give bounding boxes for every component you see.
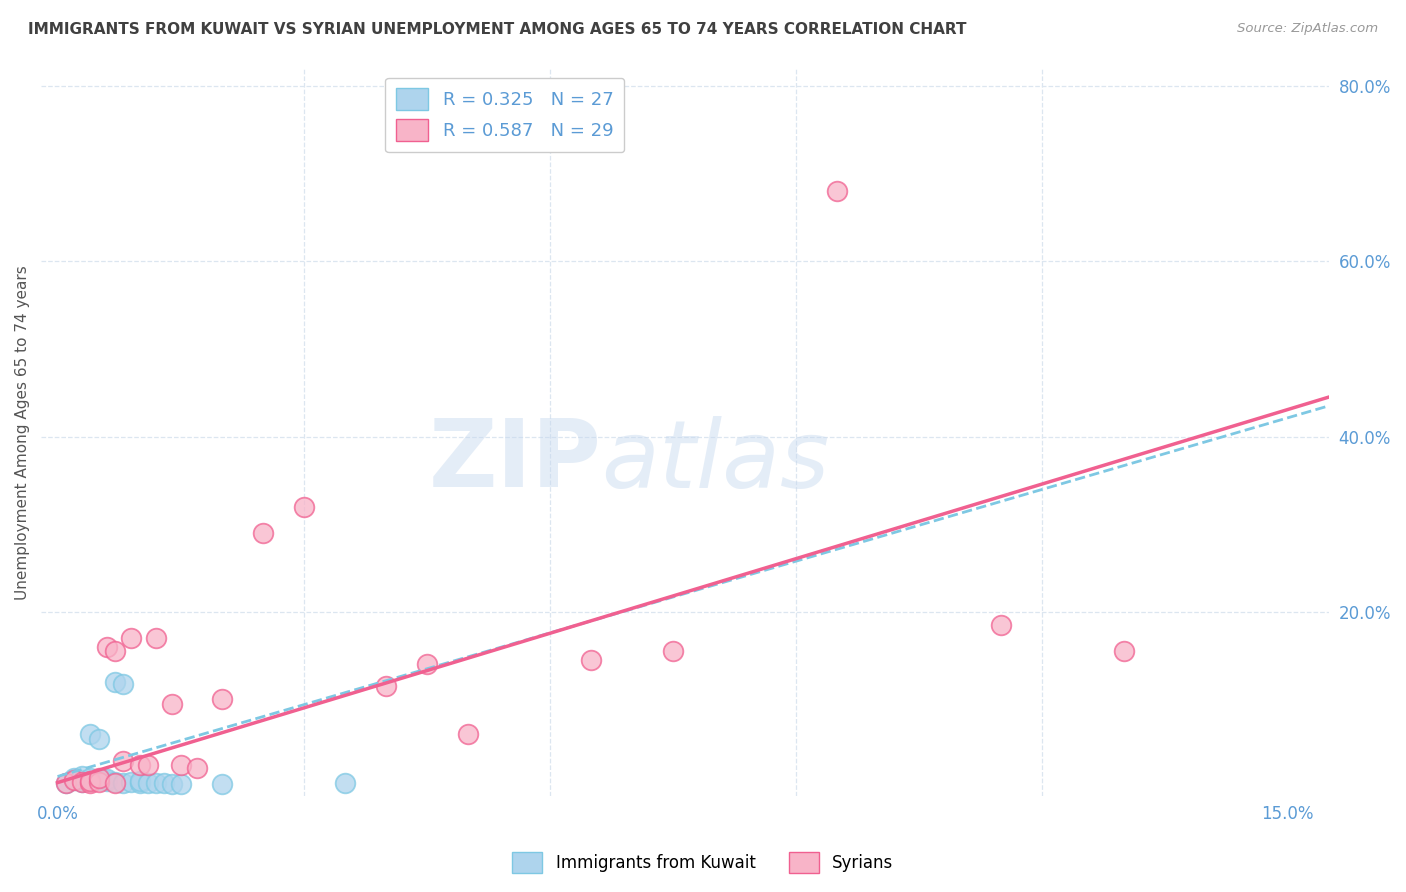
Point [79,771,101,785]
Point [292,500,315,514]
Point [128,773,150,788]
Point [79,773,101,788]
Point [415,657,437,672]
Point [128,775,150,789]
Point [96,772,118,786]
Point [333,775,356,789]
Point [457,727,479,741]
Point [104,674,127,689]
Point [79,727,101,741]
Point [63,771,86,785]
Point [162,777,184,791]
Point [136,758,159,772]
Point [55,775,77,789]
Point [374,679,396,693]
Legend: R = 0.325   N = 27, R = 0.587   N = 29: R = 0.325 N = 27, R = 0.587 N = 29 [385,78,624,153]
Point [112,676,135,690]
Point [145,776,167,790]
Point [96,773,118,788]
Point [120,631,142,645]
Point [87,731,110,746]
Point [990,618,1012,632]
Point [825,184,848,198]
Point [169,777,191,791]
Point [579,653,602,667]
Point [87,774,110,789]
Point [70,769,93,783]
Text: IMMIGRANTS FROM KUWAIT VS SYRIAN UNEMPLOYMENT AMONG AGES 65 TO 74 YEARS CORRELAT: IMMIGRANTS FROM KUWAIT VS SYRIAN UNEMPLO… [28,22,966,37]
Point [252,525,274,540]
Point [153,776,176,790]
Point [211,777,233,791]
Point [120,774,142,789]
Text: Source: ZipAtlas.com: Source: ZipAtlas.com [1237,22,1378,36]
Point [79,775,101,789]
Point [112,775,135,789]
Text: atlas: atlas [602,416,830,507]
Y-axis label: Unemployment Among Ages 65 to 74 years: Unemployment Among Ages 65 to 74 years [15,265,30,599]
Point [104,774,127,789]
Point [55,775,77,789]
Point [112,754,135,768]
Legend: Immigrants from Kuwait, Syrians: Immigrants from Kuwait, Syrians [506,846,900,880]
Point [79,773,101,788]
Point [128,758,150,772]
Point [63,772,86,787]
Point [87,771,110,785]
Point [162,697,184,711]
Point [169,758,191,772]
Point [211,692,233,706]
Point [104,644,127,658]
Point [104,775,127,789]
Point [661,644,683,658]
Point [70,772,93,787]
Text: ZIP: ZIP [429,416,602,508]
Point [1112,644,1135,658]
Point [186,761,208,775]
Point [96,640,118,654]
Point [70,774,93,789]
Point [70,774,93,789]
Point [87,772,110,787]
Point [145,631,167,645]
Point [63,772,86,787]
Point [136,775,159,789]
